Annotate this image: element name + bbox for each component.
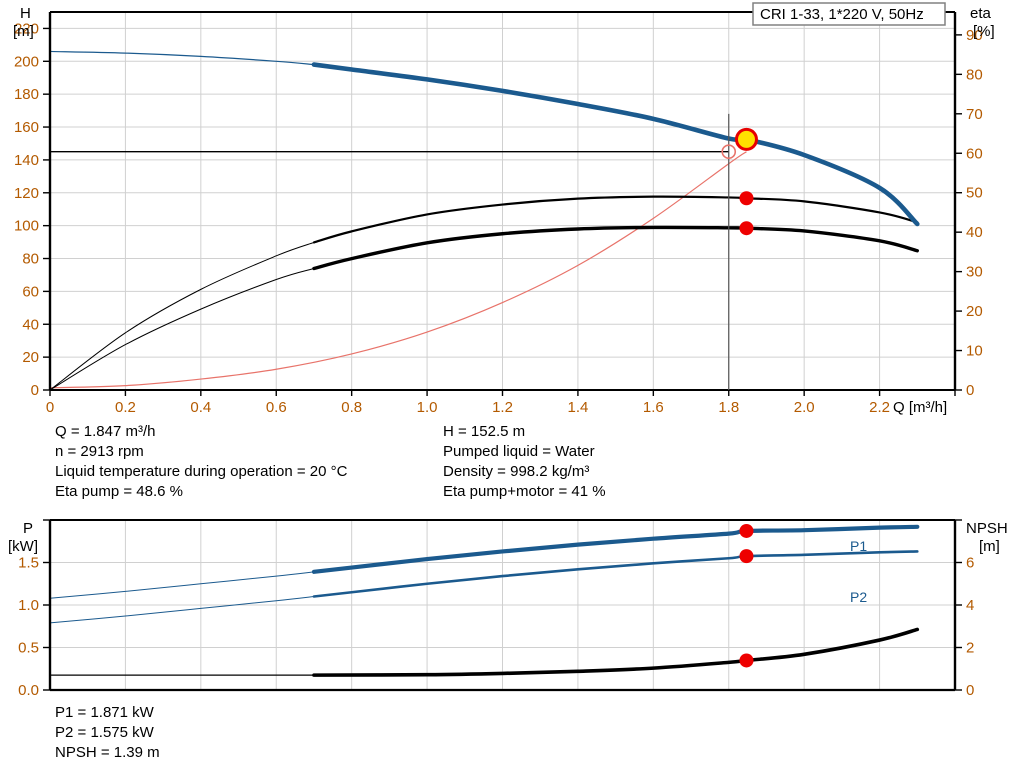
main-y-tick-7: 140 <box>14 152 39 169</box>
p1-curve-thick <box>311 524 920 574</box>
main-y-tick-2: 40 <box>22 316 39 333</box>
duty-info-right-line-0: H = 152.5 m <box>443 423 526 440</box>
head-curve-thin <box>49 50 315 66</box>
duty-info-right-line-1: Pumped liquid = Water <box>443 443 595 460</box>
main-x-tick-9: 1.8 <box>718 399 739 416</box>
main-y2-tick-0: 0 <box>966 382 974 399</box>
main-chart-curves <box>49 50 920 391</box>
power-info-line-1: P2 = 1.575 kW <box>55 724 154 741</box>
p2-curve-thin <box>49 596 315 624</box>
lower-chart-gridlines <box>49 519 955 691</box>
p1-curve-thin <box>49 571 315 599</box>
duty-info-left: Q = 1.847 m³/h n = 2913 rpm Liquid tempe… <box>55 422 347 502</box>
duty-info-right-line-2: Density = 998.2 kg/m³ <box>443 463 590 480</box>
main-x-tick-3: 0.6 <box>266 399 287 416</box>
eta-pump-curve-thin <box>49 241 315 391</box>
main-y-tick-1: 20 <box>22 349 39 366</box>
lower-y2-tick-3: 6 <box>966 555 974 572</box>
main-chart-gridlines <box>49 12 955 391</box>
main-y-tick-3: 60 <box>22 283 39 300</box>
title-box <box>752 2 946 26</box>
main-x-tick-4: 0.8 <box>341 399 362 416</box>
lower-duty-marker-p1[interactable] <box>739 523 754 538</box>
head-curve-thick <box>311 62 920 227</box>
main-y-tick-10: 200 <box>14 53 39 70</box>
lower-y2-tick-0: 0 <box>966 682 974 699</box>
main-y2-tick-4: 40 <box>966 224 983 241</box>
lower-y2-tick-2: 4 <box>966 597 974 614</box>
main-y-axis-title-line2: [m] <box>13 23 34 40</box>
lower-duty-marker-npsh[interactable] <box>739 653 754 668</box>
main-x-axis-title: Q [m³/h] <box>893 399 947 416</box>
power-info-block: P1 = 1.871 kW P2 = 1.575 kW NPSH = 1.39 … <box>55 703 160 763</box>
power-info-line-2: NPSH = 1.39 m <box>55 744 160 761</box>
lower-chart-curves <box>49 524 920 677</box>
p1-series-label: P1 <box>850 538 867 554</box>
main-x-tick-8: 1.6 <box>643 399 664 416</box>
p2-series-label: P2 <box>850 589 867 605</box>
main-y-tick-5: 100 <box>14 218 39 235</box>
duty-point-marker[interactable] <box>734 127 758 151</box>
main-x-tick-1: 0.2 <box>115 399 136 416</box>
main-y2-tick-6: 60 <box>966 145 983 162</box>
main-y2-tick-3: 30 <box>966 264 983 281</box>
eta-duty-marker-1[interactable] <box>739 221 754 236</box>
main-y-tick-0: 0 <box>31 382 39 399</box>
lower-y-tick-2: 1.0 <box>18 597 39 614</box>
title-box-label: CRI 1-33, 1*220 V, 50Hz <box>760 6 924 23</box>
lower-y-axis-title-line1: P <box>23 520 33 537</box>
eta-pump-curve-thick <box>312 195 919 244</box>
main-y-tick-9: 180 <box>14 86 39 103</box>
main-y2-tick-1: 10 <box>966 343 983 360</box>
duty-info-left-line-2: Liquid temperature during operation = 20… <box>55 463 348 480</box>
main-x-tick-10: 2.0 <box>794 399 815 416</box>
lower-y2-axis-title-line2: [m] <box>979 538 1000 555</box>
main-x-tick-2: 0.4 <box>190 399 211 416</box>
duty-info-left-line-1: n = 2913 rpm <box>55 443 144 460</box>
main-y2-axis-title-line1: eta <box>970 5 992 22</box>
duty-info-right: H = 152.5 m Pumped liquid = Water Densit… <box>443 422 606 502</box>
main-y2-axis-title-line2: [%] <box>973 23 995 40</box>
main-y-tick-8: 160 <box>14 119 39 136</box>
eta-pump-motor-curve-thin <box>49 267 315 391</box>
main-y2-tick-7: 70 <box>966 106 983 123</box>
main-x-tick-5: 1.0 <box>417 399 438 416</box>
main-y-tick-6: 120 <box>14 185 39 202</box>
lower-y-tick-3: 1.5 <box>18 555 39 572</box>
main-x-tick-0: 0 <box>46 399 54 416</box>
power-info-line-0: P1 = 1.871 kW <box>55 704 154 721</box>
lower-chart-axes <box>43 519 962 692</box>
lower-y-axis-title-line2: [kW] <box>8 538 38 555</box>
eta-pump-motor-curve-thick <box>312 225 919 271</box>
main-x-tick-7: 1.4 <box>567 399 588 416</box>
p2-curve-thick <box>312 550 919 598</box>
main-x-tick-6: 1.2 <box>492 399 513 416</box>
main-y2-tick-9: 90 <box>966 27 983 44</box>
main-y-tick-11: 220 <box>14 20 39 37</box>
npsh-curve-thick <box>312 627 920 677</box>
main-y2-tick-8: 80 <box>966 66 983 83</box>
lower-y2-axis-title-line1: NPSH <box>966 520 1008 537</box>
lower-y-tick-1: 0.5 <box>18 640 39 657</box>
lower-chart-tick-labels: 0.0 0.5 1.0 1.5 0 2 4 6 <box>18 555 974 700</box>
main-y-tick-4: 80 <box>22 251 39 268</box>
lower-duty-marker-p2[interactable] <box>739 549 754 564</box>
main-x-tick-11: 2.2 <box>869 399 890 416</box>
main-y2-tick-5: 50 <box>966 185 983 202</box>
main-y-axis-title-line1: H <box>20 5 31 22</box>
lower-y2-tick-1: 2 <box>966 640 974 657</box>
lower-y-tick-0: 0.0 <box>18 682 39 699</box>
npsh-reference-curve <box>49 151 747 389</box>
duty-info-right-line-3: Eta pump+motor = 41 % <box>443 483 606 500</box>
npsh-intersection-marker <box>721 144 737 159</box>
duty-info-left-line-0: Q = 1.847 m³/h <box>55 423 156 440</box>
eta-duty-marker-0[interactable] <box>739 191 754 206</box>
main-chart-axes <box>43 11 962 396</box>
duty-info-left-line-3: Eta pump = 48.6 % <box>55 483 183 500</box>
main-chart-tick-labels: 0 20 40 60 80 100 120 140 160 180 200 220 0 10 20 30 40 5… <box>14 20 983 416</box>
main-y2-tick-2: 20 <box>966 303 983 320</box>
